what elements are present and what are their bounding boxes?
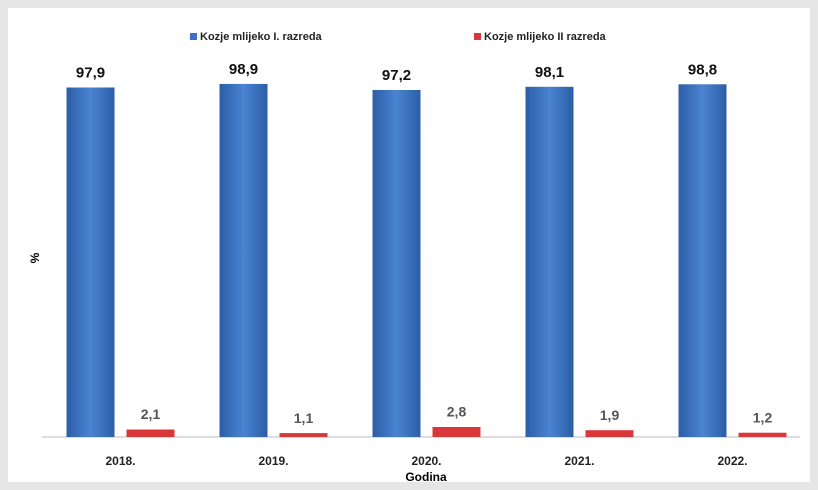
- legend-label: Kozje mlijeko II razreda: [484, 31, 607, 43]
- x-tick-label: 2022.: [717, 454, 747, 468]
- bar: [678, 84, 727, 437]
- y-axis-label: %: [28, 252, 42, 263]
- x-axis-label: Godina: [405, 470, 447, 484]
- data-label: 98,9: [229, 61, 258, 78]
- bar: [372, 89, 421, 437]
- bar: [279, 433, 328, 437]
- data-label: 2,8: [447, 404, 467, 420]
- bar: [219, 83, 268, 437]
- x-tick-label: 2018.: [105, 454, 135, 468]
- data-label: 98,1: [535, 64, 564, 81]
- x-tick-label: 2020.: [411, 454, 441, 468]
- x-tick-label: 2021.: [564, 454, 594, 468]
- data-label: 1,2: [753, 409, 773, 425]
- bar: [525, 86, 574, 438]
- data-label: 98,8: [688, 61, 717, 78]
- bar: [66, 87, 115, 437]
- data-label: 2,1: [141, 406, 161, 422]
- data-label: 1,9: [600, 407, 620, 423]
- bar: [432, 427, 481, 437]
- bar: [126, 429, 175, 437]
- data-label: 97,9: [76, 64, 105, 81]
- x-tick-label: 2019.: [258, 454, 288, 468]
- legend-label: Kozje mlijeko I. razreda: [200, 31, 323, 43]
- data-label: 1,1: [294, 410, 314, 426]
- bar: [585, 430, 634, 437]
- legend-swatch: [474, 33, 481, 40]
- bar: [738, 432, 787, 437]
- data-label: 97,2: [382, 67, 411, 84]
- legend-swatch: [190, 33, 197, 40]
